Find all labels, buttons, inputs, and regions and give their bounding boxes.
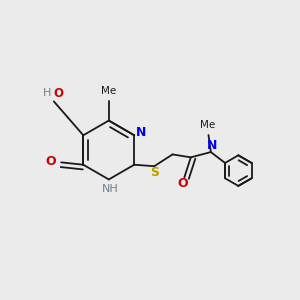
Text: Me: Me <box>101 86 116 96</box>
Text: O: O <box>45 155 56 168</box>
Text: N: N <box>206 139 217 152</box>
Text: O: O <box>53 87 63 100</box>
Text: H: H <box>43 88 52 98</box>
Text: NH: NH <box>102 184 118 194</box>
Text: N: N <box>136 126 146 140</box>
Text: S: S <box>150 166 159 179</box>
Text: Me: Me <box>200 120 215 130</box>
Text: O: O <box>178 177 188 190</box>
